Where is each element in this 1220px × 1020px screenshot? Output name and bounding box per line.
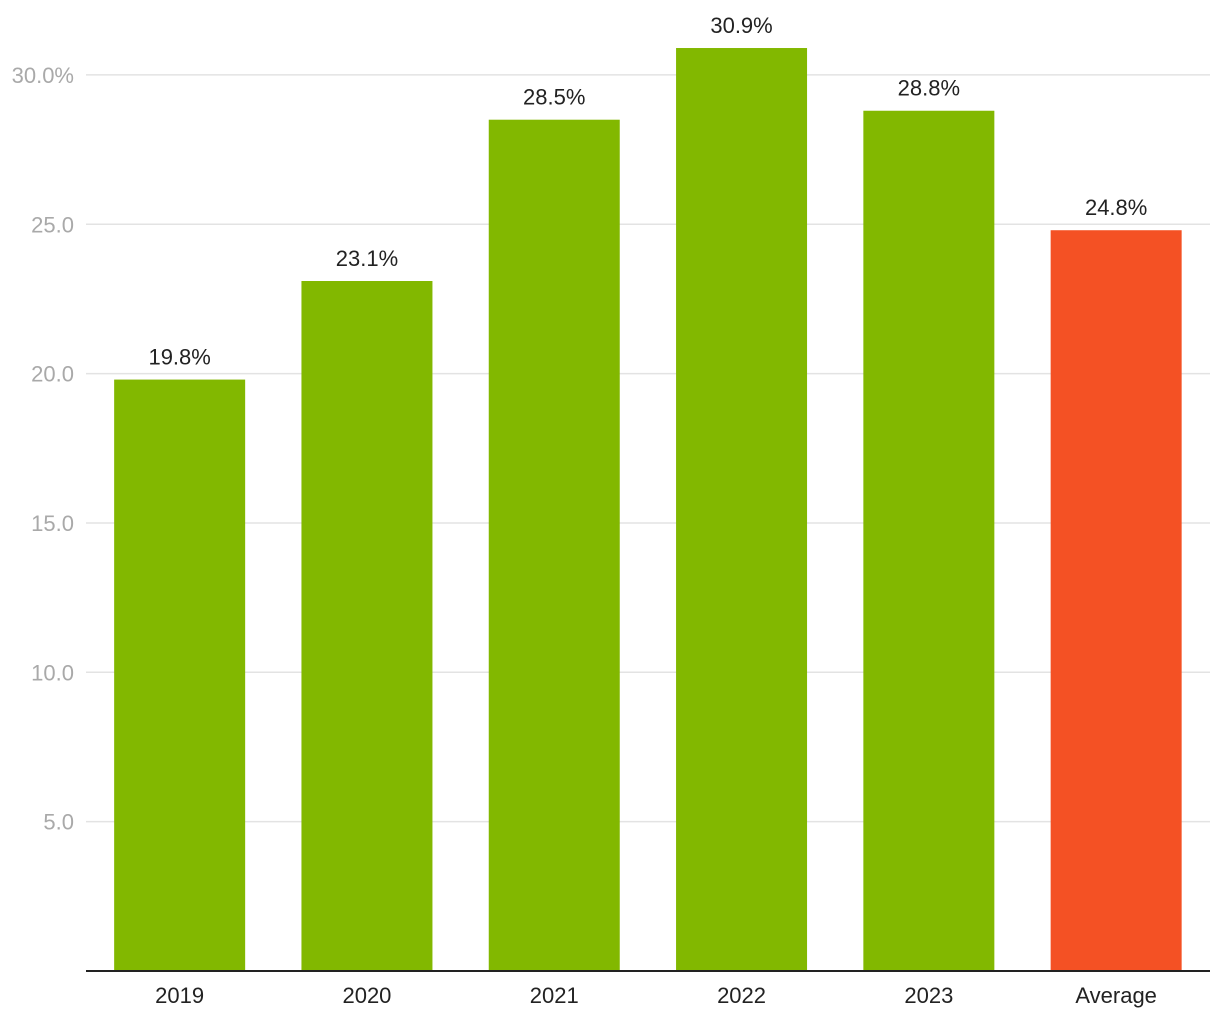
y-axis-tick-labels: 5.0 10.0 15.0 20.0 25.0 30.0%: [12, 63, 74, 835]
bar-2021: [488, 119, 620, 971]
x-axis-tick-labels: 2019 2020 2021 2022 2023 Average: [155, 983, 1157, 1008]
data-label: 23.1%: [336, 246, 398, 271]
y-tick-label: 10.0: [31, 660, 74, 685]
bar-2023: [863, 110, 995, 971]
data-labels: 19.8% 23.1% 28.5% 30.9% 28.8% 24.8%: [148, 13, 1147, 370]
data-label: 28.5%: [523, 85, 585, 110]
bar-2019: [114, 379, 246, 972]
x-tick-label: 2019: [155, 983, 204, 1008]
y-tick-label: 20.0: [31, 362, 74, 387]
x-tick-label: 2020: [342, 983, 391, 1008]
data-label: 30.9%: [710, 13, 772, 38]
x-tick-label: 2021: [530, 983, 579, 1008]
x-tick-label: 2022: [717, 983, 766, 1008]
bar-2022: [676, 48, 808, 972]
bar-average: [1050, 230, 1182, 971]
data-label: 19.8%: [148, 345, 210, 370]
y-tick-label: 25.0: [31, 212, 74, 237]
bar-2020: [301, 281, 433, 971]
x-tick-label: 2023: [904, 983, 953, 1008]
y-tick-label: 15.0: [31, 511, 74, 536]
bars: [114, 48, 1182, 972]
data-label: 28.8%: [898, 76, 960, 101]
y-tick-label: 5.0: [43, 810, 74, 835]
data-label: 24.8%: [1085, 195, 1147, 220]
x-tick-label: Average: [1075, 983, 1157, 1008]
gridlines: [86, 74, 1210, 823]
y-tick-label: 30.0%: [12, 63, 74, 88]
